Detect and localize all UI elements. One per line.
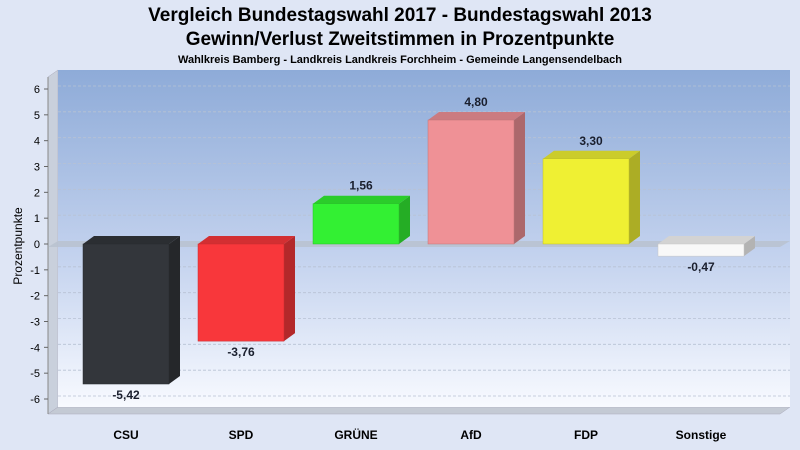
x-tick-label: AfD — [460, 428, 482, 442]
bar-fdp — [542, 150, 640, 245]
y-tick-label: -1 — [30, 265, 40, 277]
data-label: -3,76 — [227, 345, 255, 359]
y-tick-label: 2 — [34, 187, 40, 199]
bar-afd — [427, 112, 525, 245]
data-label: 4,80 — [464, 95, 488, 109]
chart-subtitle: Wahlkreis Bamberg - Landkreis Landkreis … — [178, 54, 622, 66]
plot-floor — [47, 406, 791, 415]
y-tick-label: -6 — [30, 394, 40, 406]
x-tick-label: FDP — [574, 428, 598, 442]
data-label: 3,30 — [579, 134, 603, 148]
x-tick-label: SPD — [229, 428, 254, 442]
data-label: 1,56 — [349, 179, 373, 193]
y-tick-label: 1 — [34, 213, 40, 225]
y-axis-label: Prozentpunkte — [11, 207, 25, 285]
y-tick-label: -3 — [30, 317, 40, 329]
bar-spd — [197, 236, 295, 342]
x-tick-label: GRÜNE — [334, 427, 377, 442]
y-tick-label: 0 — [34, 239, 40, 251]
y-tick-label: 6 — [34, 84, 40, 96]
y-tick-label: -5 — [30, 368, 40, 380]
y-tick-label: 4 — [34, 136, 40, 148]
data-label: -0,47 — [687, 260, 715, 274]
chart-title: Vergleich Bundestagswahl 2017 - Bundesta… — [148, 5, 652, 26]
data-label: -5,42 — [112, 388, 140, 402]
bar-sonstige — [657, 236, 755, 257]
x-tick-label: CSU — [113, 428, 138, 442]
y-tick-label: -2 — [30, 291, 40, 303]
chart-title-line2: Gewinn/Verlust Zweitstimmen in Prozentpu… — [185, 29, 615, 50]
x-tick-label: Sonstige — [676, 428, 727, 442]
y-tick-label: -4 — [30, 342, 40, 354]
y-tick-label: 3 — [34, 162, 40, 174]
bar-grüne — [312, 195, 410, 245]
y-tick-label: 5 — [34, 110, 40, 122]
bar-csu — [82, 236, 180, 385]
